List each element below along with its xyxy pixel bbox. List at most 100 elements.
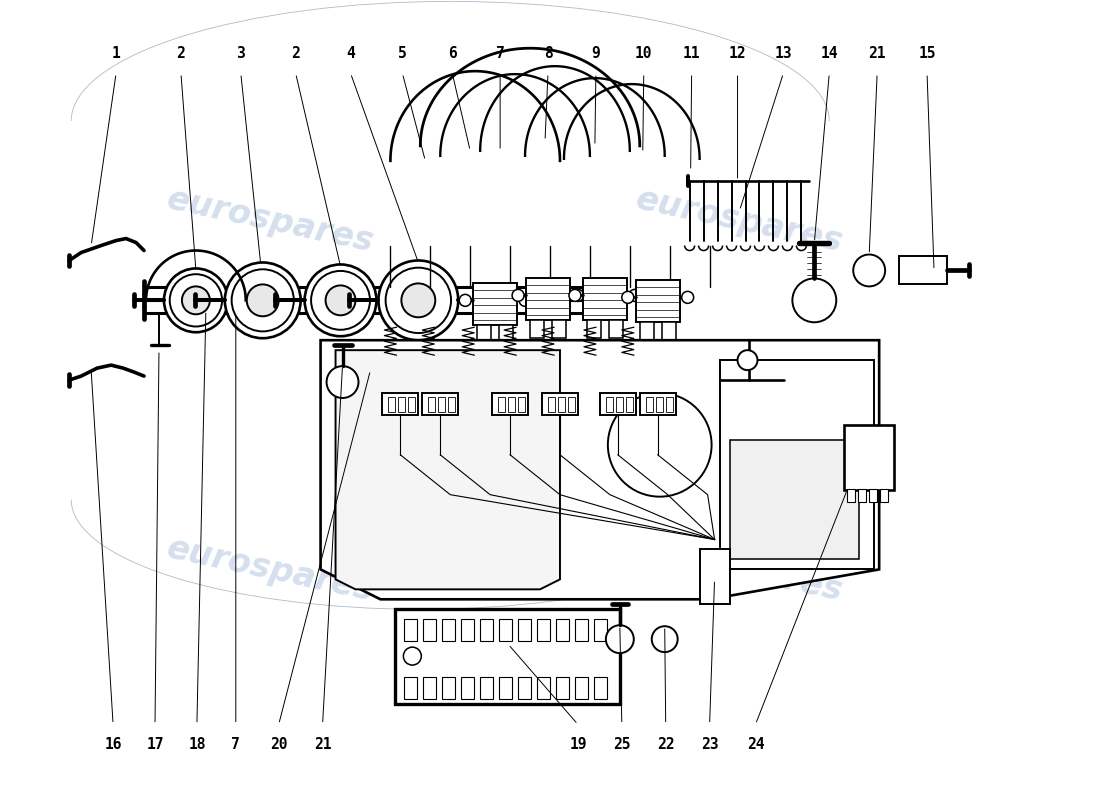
Bar (552, 320, 567, 338)
Text: 6: 6 (448, 46, 456, 61)
Bar (640, 322, 653, 340)
Circle shape (608, 393, 712, 497)
Circle shape (459, 294, 471, 306)
Bar (616, 397, 623, 412)
Bar (548, 397, 556, 412)
Bar (526, 278, 570, 320)
Bar (636, 281, 680, 322)
Text: 9: 9 (592, 46, 601, 61)
Bar (438, 397, 446, 412)
Text: 11: 11 (683, 46, 701, 61)
Text: 8: 8 (543, 46, 552, 61)
Bar (530, 320, 544, 338)
Text: 21: 21 (868, 46, 886, 61)
Bar (666, 397, 673, 412)
Bar (442, 619, 455, 641)
Text: 17: 17 (146, 737, 164, 752)
Bar (428, 397, 436, 412)
Circle shape (854, 254, 886, 286)
Bar (424, 677, 437, 699)
Text: 14: 14 (821, 46, 838, 61)
Bar (556, 619, 569, 641)
Circle shape (621, 291, 634, 303)
Bar (442, 677, 455, 699)
Bar (499, 677, 513, 699)
Bar (594, 619, 607, 641)
Circle shape (326, 286, 355, 315)
Circle shape (606, 626, 634, 653)
Circle shape (224, 262, 300, 338)
Bar (583, 278, 627, 320)
Bar (845, 425, 894, 490)
Bar (461, 677, 474, 699)
Circle shape (737, 350, 758, 370)
Circle shape (682, 291, 694, 303)
Bar (556, 677, 569, 699)
Circle shape (569, 290, 581, 302)
Bar (719, 360, 874, 570)
Bar (405, 619, 417, 641)
Circle shape (164, 269, 228, 332)
Text: 20: 20 (270, 737, 287, 752)
Text: 4: 4 (346, 46, 355, 61)
Text: 25: 25 (613, 737, 630, 752)
Text: 12: 12 (729, 46, 746, 61)
Bar (568, 397, 575, 412)
Bar (542, 393, 578, 415)
Text: 5: 5 (398, 46, 407, 61)
Polygon shape (336, 350, 560, 590)
Bar (600, 393, 636, 415)
Bar (646, 397, 652, 412)
Bar (461, 619, 474, 641)
Bar (640, 393, 675, 415)
Bar (518, 397, 525, 412)
Circle shape (402, 283, 436, 318)
Circle shape (169, 274, 222, 326)
Circle shape (629, 290, 641, 302)
Bar (395, 610, 619, 704)
Text: 22: 22 (657, 737, 674, 752)
Bar (508, 397, 515, 412)
Bar (388, 397, 395, 412)
Bar (537, 619, 550, 641)
Bar (656, 397, 662, 412)
Bar (383, 393, 418, 415)
Bar (662, 322, 675, 340)
Text: 1: 1 (112, 46, 121, 61)
Bar (626, 397, 632, 412)
Bar (481, 677, 493, 699)
Text: 15: 15 (918, 46, 936, 61)
Bar (449, 397, 455, 412)
Bar (499, 619, 513, 641)
Circle shape (182, 286, 210, 314)
Bar (537, 677, 550, 699)
Bar (847, 489, 855, 502)
Bar (558, 397, 565, 412)
Text: 2: 2 (177, 46, 185, 61)
Polygon shape (320, 340, 879, 599)
Bar (424, 619, 437, 641)
Circle shape (327, 366, 359, 398)
Bar (606, 397, 613, 412)
Bar (477, 326, 491, 343)
Text: eurospares: eurospares (164, 182, 377, 258)
Text: 24: 24 (747, 737, 764, 752)
Text: eurospares: eurospares (632, 531, 846, 607)
Circle shape (404, 647, 421, 665)
Bar (405, 677, 417, 699)
Bar (880, 489, 888, 502)
Circle shape (378, 261, 459, 340)
Bar (858, 489, 866, 502)
Bar (422, 393, 459, 415)
Text: 7: 7 (496, 46, 505, 61)
Text: 3: 3 (236, 46, 245, 61)
Circle shape (513, 290, 524, 302)
Bar (498, 397, 505, 412)
Bar (518, 677, 531, 699)
Circle shape (519, 294, 531, 306)
Bar (729, 440, 859, 559)
Bar (575, 677, 587, 699)
Bar (492, 393, 528, 415)
Bar (594, 677, 607, 699)
Circle shape (246, 285, 278, 316)
